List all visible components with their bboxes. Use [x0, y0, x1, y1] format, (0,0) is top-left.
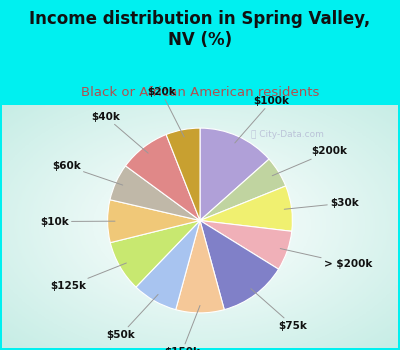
Wedge shape [176, 220, 224, 313]
Text: $75k: $75k [251, 289, 307, 331]
Wedge shape [108, 200, 200, 243]
Text: $125k: $125k [50, 263, 126, 291]
Text: ⓘ City-Data.com: ⓘ City-Data.com [251, 130, 324, 139]
Wedge shape [110, 166, 200, 220]
Wedge shape [110, 220, 200, 287]
Text: > $200k: > $200k [280, 248, 372, 269]
Wedge shape [200, 220, 278, 310]
Wedge shape [200, 220, 292, 269]
Text: $50k: $50k [106, 294, 158, 339]
Wedge shape [126, 134, 200, 220]
Text: $10k: $10k [40, 217, 115, 226]
Wedge shape [136, 220, 200, 310]
Wedge shape [200, 159, 286, 220]
Text: $60k: $60k [52, 161, 123, 185]
Wedge shape [166, 128, 200, 220]
Text: Income distribution in Spring Valley,
NV (%): Income distribution in Spring Valley, NV… [29, 10, 371, 49]
Text: Black or African American residents: Black or African American residents [81, 86, 319, 99]
Text: $150k: $150k [164, 306, 200, 350]
Text: $30k: $30k [284, 198, 359, 209]
Text: $200k: $200k [272, 146, 348, 176]
Wedge shape [200, 186, 292, 231]
Text: $20k: $20k [147, 86, 184, 137]
Text: $100k: $100k [235, 96, 290, 143]
Text: $40k: $40k [91, 112, 148, 153]
Wedge shape [200, 128, 269, 220]
